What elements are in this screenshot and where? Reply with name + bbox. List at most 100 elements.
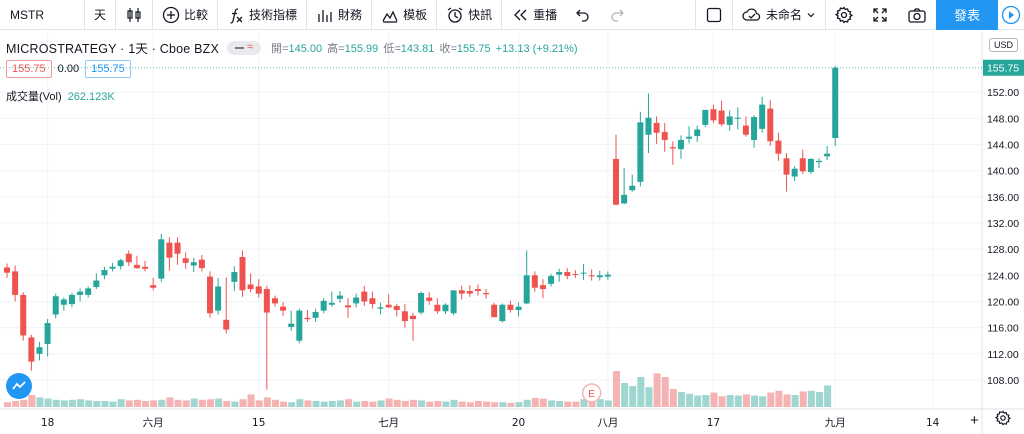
- publish-button[interactable]: 發表: [936, 0, 998, 30]
- candle-body: [637, 122, 644, 182]
- financials-label: 財務: [338, 8, 363, 22]
- volume-bar: [742, 394, 750, 407]
- candle-body: [133, 264, 140, 269]
- scale-settings-button[interactable]: [994, 410, 1012, 431]
- candle-body: [572, 274, 579, 275]
- volume-bar: [515, 402, 523, 407]
- volume-bar: [726, 395, 734, 407]
- alerts-button[interactable]: 快訊: [437, 0, 501, 30]
- settings-button[interactable]: [826, 0, 862, 30]
- chart-type-button[interactable]: [116, 0, 152, 30]
- candle-body: [353, 297, 360, 304]
- volume-bar: [621, 383, 629, 407]
- volume-bar: [12, 401, 20, 407]
- volume-label[interactable]: 成交量(Vol): [6, 91, 62, 103]
- replay-play-button[interactable]: [998, 0, 1024, 30]
- volume-bar: [791, 395, 799, 407]
- candle-body: [215, 286, 222, 311]
- templates-button[interactable]: 模板: [372, 0, 436, 30]
- add-button[interactable]: +: [970, 412, 979, 429]
- interval-button[interactable]: 天: [94, 8, 107, 22]
- volume-bar: [783, 394, 791, 407]
- plus-circle-icon: [162, 6, 180, 23]
- price-tick-label: 148.00: [987, 113, 1019, 125]
- candle-body: [767, 108, 774, 142]
- separator: [217, 0, 219, 30]
- price-tick-label: 132.00: [987, 218, 1019, 230]
- top-toolbar: MSTR 天 比較 技術指標 財務 模板 快訊 重播: [0, 0, 1024, 30]
- play-circle-icon: [1001, 5, 1021, 24]
- volume-bar: [271, 399, 279, 407]
- tradingview-logo[interactable]: [6, 373, 32, 399]
- sell-price-button[interactable]: 155.75: [6, 60, 52, 78]
- snapshot-button[interactable]: [898, 0, 936, 30]
- volume-legend: 成交量(Vol) 262.123K: [6, 88, 115, 104]
- undo-button[interactable]: [566, 0, 600, 30]
- buy-price-button[interactable]: 155.75: [85, 60, 131, 78]
- volume-bar: [280, 401, 288, 407]
- templates-label: 模板: [403, 8, 428, 22]
- volume-bar: [353, 401, 361, 407]
- financials-button[interactable]: 財務: [307, 0, 371, 30]
- bar-chart-icon: [318, 9, 332, 22]
- volume-bar: [36, 397, 44, 407]
- candle-body: [491, 304, 498, 318]
- volume-bar: [288, 402, 296, 407]
- candle-body: [434, 304, 441, 312]
- candle-body: [190, 262, 197, 266]
- candle-body: [369, 298, 376, 305]
- candle-body: [142, 266, 149, 269]
- candle-body: [77, 291, 84, 295]
- candle-body: [466, 291, 473, 294]
- square-icon: [706, 7, 722, 22]
- price-tick-label: 112.00: [987, 349, 1018, 361]
- time-tick-label: 七月: [378, 417, 399, 429]
- template-icon: [382, 9, 398, 23]
- indicators-label: 技術指標: [249, 8, 298, 22]
- layout-name-button[interactable]: 未命名: [733, 0, 825, 30]
- currency-button[interactable]: USD: [989, 38, 1019, 52]
- price-tick-label: 128.00: [987, 244, 1019, 256]
- select-layout-button[interactable]: [696, 0, 732, 30]
- candle-body: [125, 253, 132, 263]
- volume-bar: [207, 399, 214, 407]
- replay-button[interactable]: 重播: [502, 0, 566, 30]
- price-tick-label: 116.00: [987, 323, 1018, 335]
- time-tick-label: 六月: [143, 417, 164, 429]
- indicators-button[interactable]: 技術指標: [218, 0, 306, 30]
- candle-body: [4, 267, 10, 273]
- redo-button[interactable]: [600, 0, 634, 30]
- candle-body: [418, 292, 425, 313]
- volume-bar: [142, 401, 150, 407]
- volume-bar: [596, 399, 604, 407]
- candle-body: [401, 311, 408, 322]
- layout-name-label: 未命名: [765, 8, 802, 22]
- candle-body: [60, 299, 67, 305]
- candle-body: [523, 275, 530, 304]
- candle-body: [677, 139, 684, 150]
- candle-body: [109, 266, 116, 269]
- legend-toggle-button[interactable]: ≈: [227, 40, 262, 55]
- compare-button[interactable]: 比較: [153, 0, 217, 30]
- candle-body: [247, 284, 254, 290]
- symbol-search-button[interactable]: MSTR: [10, 7, 44, 22]
- volume-bar: [556, 401, 564, 407]
- series-title[interactable]: MICROSTRATEGY · 1天 · Cboe BZX: [6, 42, 220, 56]
- volume-bar: [150, 400, 158, 407]
- time-tick-label: 18: [41, 417, 54, 429]
- time-tick-label: 17: [707, 417, 720, 429]
- alarm-clock-icon: [447, 6, 463, 23]
- separator: [694, 0, 696, 30]
- candle-body: [263, 289, 270, 313]
- volume-bar: [393, 399, 401, 407]
- price-chart[interactable]: 108.00 112.00 116.00 120.00 124.00 128.00 132.…: [0, 31, 1024, 434]
- buy-sell-panel: 155.75 0.00 155.75: [6, 60, 131, 78]
- fullscreen-button[interactable]: [862, 0, 898, 30]
- volume-bar: [385, 398, 393, 407]
- candle-body: [686, 136, 693, 139]
- volume-bar: [824, 385, 832, 407]
- candle-body: [661, 132, 668, 140]
- volume-bar: [629, 386, 637, 407]
- candle-body: [734, 117, 741, 119]
- volume-bar: [410, 399, 417, 407]
